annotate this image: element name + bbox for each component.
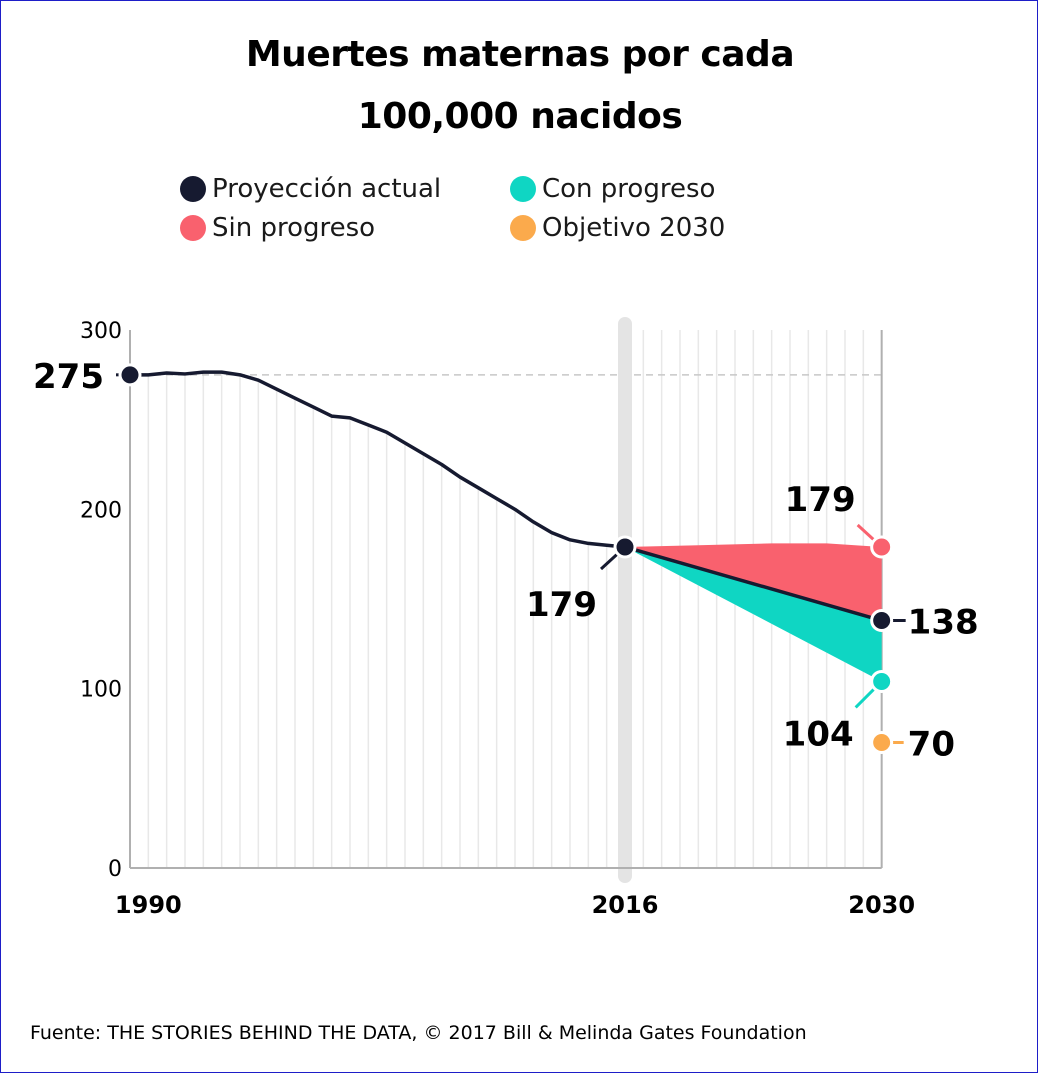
year-2016-value-label: 179	[526, 585, 597, 625]
y-tick-label: 200	[80, 498, 122, 523]
legend-label: Sin progreso	[212, 213, 376, 243]
legend-label: Objetivo 2030	[542, 213, 726, 243]
legend-dot-icon	[510, 215, 536, 241]
start-marker	[118, 363, 142, 387]
year-2016-marker	[613, 535, 637, 559]
objetivo-2030-value-label: 70	[908, 724, 955, 764]
sin-progreso-value-label: 179	[785, 480, 856, 520]
con-progreso-area	[625, 546, 882, 682]
legend-dot-icon	[510, 176, 536, 202]
x-tick-label: 2016	[592, 891, 659, 919]
legend-item-con-progreso: Con progreso	[510, 174, 715, 204]
chart-plot: 0 100 200 300 1990 2016 2030 275 179 179 138 104 70	[33, 317, 979, 919]
proyeccion-actual-line	[130, 370, 626, 549]
chart-title-line-2: 100,000 nacidos	[357, 96, 683, 137]
start-value-label: 275	[33, 357, 104, 397]
x-tick-label: 1990	[115, 891, 182, 919]
y-tick-label: 300	[80, 319, 122, 344]
x-tick-label: 2030	[848, 891, 915, 919]
legend-item-sin-progreso: Sin progreso	[180, 213, 375, 243]
proyeccion-actual-2030-label: 138	[908, 603, 979, 643]
legend-dot-icon	[180, 176, 206, 202]
y-tick-label: 100	[80, 678, 122, 703]
legend-label: Proyección actual	[212, 174, 442, 204]
legend-dot-icon	[180, 215, 206, 241]
con-progreso-marker	[870, 669, 894, 693]
objetivo-2030-marker	[870, 730, 894, 754]
con-progreso-value-label: 104	[783, 714, 854, 754]
proyeccion-actual-2030-marker	[870, 609, 894, 633]
legend-label: Con progreso	[542, 174, 716, 204]
sin-progreso-marker	[870, 535, 894, 559]
chart-title-line-1: Muertes maternas por cada	[245, 34, 795, 75]
y-tick-label: 0	[108, 857, 122, 882]
legend-item-objetivo-2030: Objetivo 2030	[510, 213, 725, 243]
proyeccion-actual-projection-line	[624, 545, 883, 623]
legend-item-proyeccion-actual: Proyección actual	[180, 174, 441, 204]
source-note: Fuente: THE STORIES BEHIND THE DATA, © 2…	[30, 1022, 807, 1044]
